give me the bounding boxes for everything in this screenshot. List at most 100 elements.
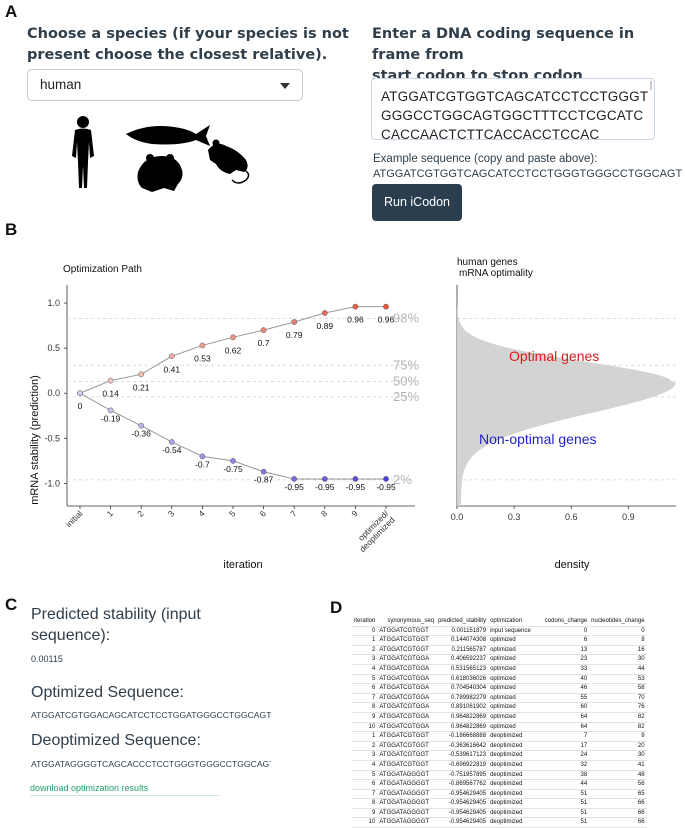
table-cell: 16 (637, 646, 645, 653)
human-icon[interactable] (72, 116, 94, 188)
download-results-link[interactable]: download optimization results (30, 783, 149, 793)
table-cell: ATGGATCGTGGT (379, 752, 429, 759)
table-cell: optimized (490, 723, 516, 730)
table-cell: 20 (637, 742, 645, 749)
table-cell: -0.539617123 (449, 752, 487, 759)
data-point (138, 422, 145, 429)
frog-icon[interactable] (137, 154, 183, 192)
table-cell: 1 (372, 733, 376, 740)
stability-heading-line1: Predicted stability (input (31, 606, 201, 623)
data-point (230, 334, 236, 341)
table-cell: 0.211565787 (451, 646, 487, 653)
mouse-icon[interactable] (208, 139, 250, 184)
table-cell: ATGGATAGGGGT (379, 819, 430, 826)
data-point (168, 439, 175, 445)
sequence-textarea[interactable]: ATGGATCGTGGTCAGCATCCTCCTGGGTGGGCCTGGCAGT… (371, 78, 655, 140)
deoptimized-heading: Deoptimized Sequence: (31, 732, 201, 749)
data-label: -0.95 (285, 482, 305, 492)
x-tick-label: 1 (105, 508, 116, 519)
column-header: predicted_stability (438, 618, 487, 624)
data-point (352, 476, 359, 482)
table-cell: 3 (372, 752, 376, 759)
table-cell: 13 (580, 646, 588, 653)
y-tick-label: 1.0 (47, 298, 60, 308)
sequence-heading-line1: Enter a DNA coding sequence in frame fro… (372, 26, 635, 63)
x-tick-label: 2 (135, 508, 146, 519)
density-x-axis-label: density (555, 559, 590, 571)
y-axis-label: mRNA stability (prediction) (29, 375, 41, 505)
run-icodon-button[interactable]: Run iCodon (372, 184, 462, 221)
table-cell: -0.186668888 (449, 733, 487, 740)
table-cell: 4 (372, 665, 376, 672)
x-tick-label-line: 6 (258, 508, 269, 519)
data-point (199, 342, 206, 349)
x-tick-label: 6 (258, 508, 269, 519)
table-cell: 0.618036026 (451, 675, 487, 682)
x-tick-label-line: 5 (227, 508, 238, 519)
table-cell: 1 (372, 637, 376, 644)
table-cell: ATGGATCGTGGT (379, 742, 429, 749)
percentile-label: 75% (393, 357, 419, 372)
table-cell: 7 (372, 694, 376, 701)
y-tick-label: -0.5 (44, 433, 60, 443)
table-cell: 0.406592237 (451, 656, 487, 663)
optimization-results-table: iteration synonymous_seq predicted_stabi… (352, 617, 647, 828)
table-row: 0 ATGGATCGTGGT 0.001151879 input sequence 0 0 (352, 626, 647, 636)
chart-title: Optimization Path (63, 264, 142, 275)
table-cell: ATGGATCGTGGT (379, 761, 429, 768)
table-cell: 58 (637, 685, 645, 692)
table-cell: optimized (490, 646, 516, 653)
table-row: 4 ATGGATCGTGGA 0.531565123 optimized 33 44 (352, 664, 647, 675)
table-cell: 9 (372, 713, 376, 720)
data-point (77, 390, 83, 397)
table-cell: 5 (372, 675, 376, 682)
table-cell: 6 (372, 781, 376, 788)
table-row: 6 ATGGATCGTGGA 0.704540304 optimized 46 58 (352, 684, 647, 694)
table-cell: 66 (637, 800, 645, 807)
stability-heading: Predicted stability (input sequence): (31, 604, 201, 646)
table-cell: 32 (580, 761, 588, 768)
table-cell: 0.704540304 (451, 685, 487, 692)
table-cell: optimized (490, 637, 516, 644)
table-cell: ATGGATCGTGGA (379, 665, 430, 672)
table-cell: 0.964822869 (451, 723, 487, 730)
table-cell: 8 (641, 637, 645, 644)
data-point (321, 476, 328, 482)
table-cell: 2 (372, 646, 376, 653)
scrollbar-handle[interactable] (650, 81, 652, 90)
species-select[interactable]: human (27, 69, 303, 101)
table-cell: 0.789982279 (451, 694, 487, 701)
table-cell: 40 (580, 675, 588, 682)
table-row: 2 ATGGATCGTGGT 0.211565787 optimized 13 16 (352, 645, 647, 655)
table-cell: 66 (637, 809, 645, 816)
data-point (291, 319, 298, 325)
table-cell: deoptimized (490, 781, 523, 788)
table-cell: 7 (372, 790, 376, 797)
x-tick-label: 9 (349, 508, 360, 519)
data-label: 0.41 (164, 364, 181, 374)
table-cell: optimized (490, 656, 516, 663)
table-cell: ATGGATCGTGGA (379, 694, 430, 701)
table-cell: 41 (637, 761, 645, 768)
x-tick-label-line: 8 (319, 508, 330, 519)
table-cell: 17 (580, 742, 588, 749)
data-point (138, 371, 145, 378)
x-tick-label: 5 (227, 508, 238, 519)
table-cell: ATGGATAGGGGT (379, 781, 430, 788)
data-label: 0.62 (225, 345, 242, 355)
density-x-tick-label: 0.9 (622, 512, 635, 522)
table-cell: -0.869567762 (449, 781, 487, 788)
table-cell: 65 (637, 790, 645, 797)
data-label: -0.87 (254, 475, 274, 485)
table-row: 9 ATGGATCGTGGA 0.964822869 optimized 64 82 (352, 712, 647, 723)
table-cell: 23 (580, 656, 588, 663)
percentile-label: 50% (393, 374, 419, 389)
data-label: 0.7 (258, 338, 270, 348)
table-cell: ATGGATAGGGGT (379, 790, 430, 797)
caret-down-icon (280, 83, 290, 89)
panel-label-b: B (5, 220, 18, 239)
density-area (457, 291, 676, 506)
table-cell: 4 (372, 761, 376, 768)
table-cell: ATGGATCGTGGA (379, 704, 430, 711)
fish-icon[interactable] (126, 125, 210, 146)
